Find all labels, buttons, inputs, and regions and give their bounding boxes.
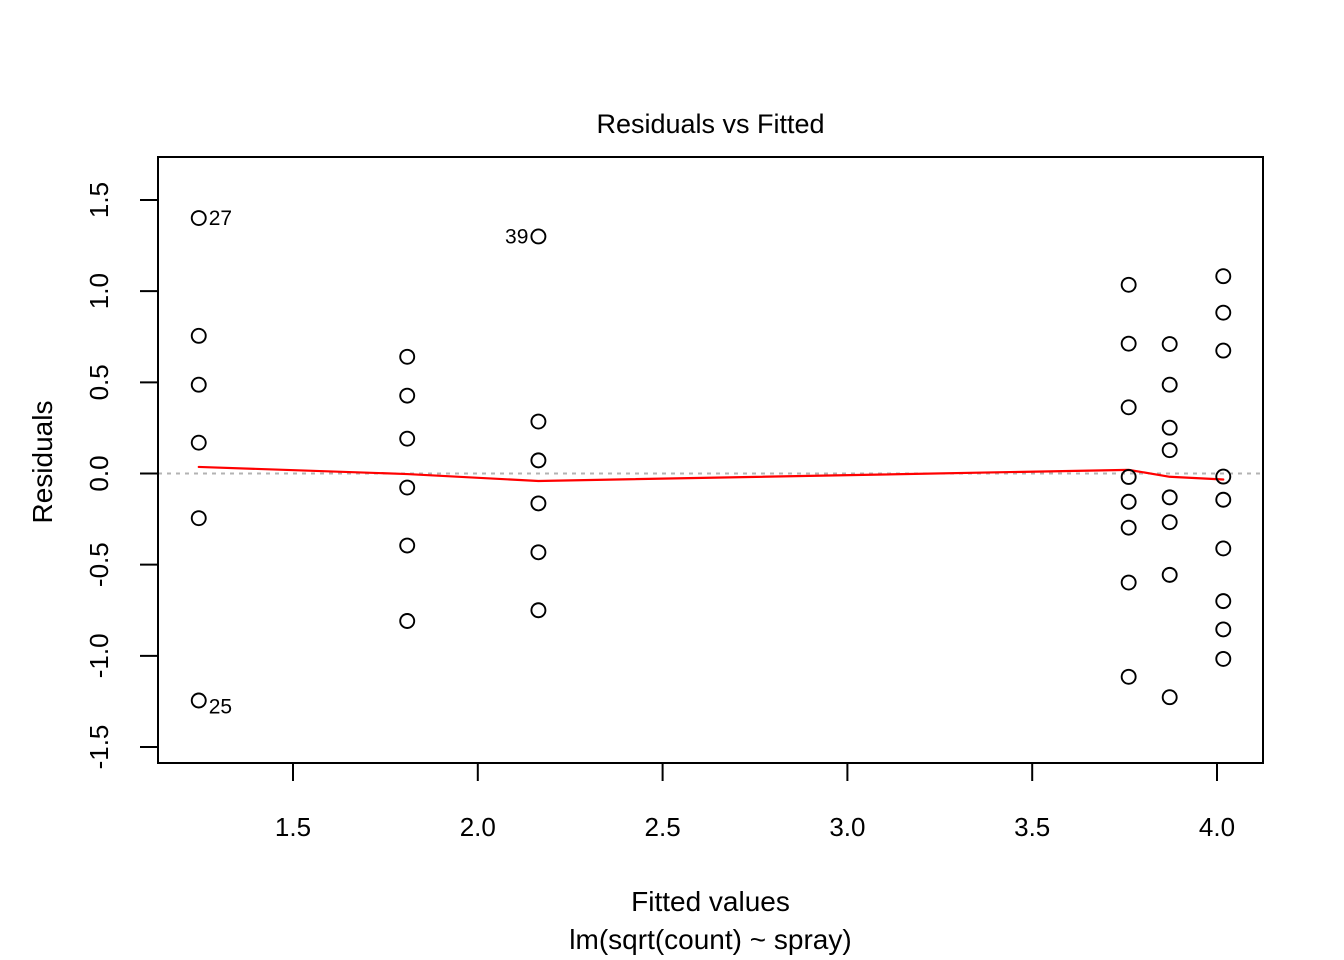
- x-tick-label: 1.5: [275, 812, 311, 842]
- data-point: [1215, 304, 1232, 321]
- data-point: [530, 544, 547, 561]
- data-point: [1161, 489, 1178, 506]
- data-point: [399, 613, 416, 629]
- data-point: [530, 452, 547, 469]
- data-point: [1120, 399, 1137, 416]
- data-point: [1161, 514, 1178, 531]
- data-point: [1215, 342, 1232, 359]
- data-point: [1215, 540, 1232, 557]
- y-tick-label: -0.5: [84, 542, 114, 587]
- data-point: [1120, 493, 1137, 510]
- x-tick-label: 2.0: [460, 812, 496, 842]
- plot-box: [157, 156, 1264, 764]
- y-tick-label: 1.0: [84, 273, 114, 309]
- chart-title: Residuals vs Fitted: [596, 109, 825, 139]
- data-point: [1215, 593, 1232, 610]
- data-point: [1120, 469, 1137, 485]
- data-point: [1161, 689, 1178, 706]
- data-point: [399, 430, 416, 447]
- data-point: [1161, 566, 1178, 583]
- data-point: [1120, 574, 1137, 591]
- data-point: [190, 434, 207, 451]
- data-point: [530, 228, 547, 245]
- data-point: [530, 495, 547, 512]
- x-axis-sublabel: lm(sqrt(count) ~ spray): [569, 924, 852, 955]
- smoother-line: [197, 465, 1225, 483]
- data-point: [1120, 335, 1137, 352]
- y-tick-label: -1.5: [84, 725, 114, 770]
- data-point: [1120, 519, 1137, 536]
- data-point: [1215, 468, 1232, 485]
- data-point: [530, 602, 547, 619]
- y-axis-label: Residuals: [27, 400, 58, 524]
- y-tick-label: 1.5: [84, 182, 114, 218]
- point-label: 27: [209, 207, 232, 230]
- data-point: [1161, 376, 1178, 393]
- data-point: [1215, 268, 1232, 285]
- data-point: [1120, 668, 1137, 685]
- point-label: 39: [505, 225, 528, 248]
- data-point: [190, 210, 207, 227]
- data-point: [1120, 276, 1137, 293]
- data-point: [1161, 419, 1178, 436]
- data-point: [190, 376, 207, 393]
- data-point: [399, 537, 416, 554]
- data-point: [399, 348, 416, 365]
- x-tick-label: 3.0: [829, 812, 865, 842]
- x-tick-label: 3.5: [1014, 812, 1050, 842]
- data-point: [399, 479, 416, 496]
- data-point: [1215, 621, 1232, 638]
- data-point: [399, 387, 416, 404]
- y-tick-label: 0.5: [84, 364, 114, 400]
- x-tick-label: 2.5: [645, 812, 681, 842]
- data-point: [190, 510, 207, 527]
- data-point: [1215, 650, 1232, 667]
- data-point: [530, 413, 547, 430]
- y-tick-label: -1.0: [84, 633, 114, 678]
- data-point: [190, 692, 207, 709]
- point-label: 25: [209, 696, 232, 719]
- y-tick-label: 0.0: [84, 455, 114, 491]
- data-point: [1215, 491, 1232, 508]
- data-point: [190, 327, 207, 344]
- data-point: [1161, 442, 1178, 459]
- x-axis-label: Fitted values: [631, 886, 790, 917]
- x-tick-label: 4.0: [1199, 812, 1235, 842]
- data-point: [1161, 336, 1178, 352]
